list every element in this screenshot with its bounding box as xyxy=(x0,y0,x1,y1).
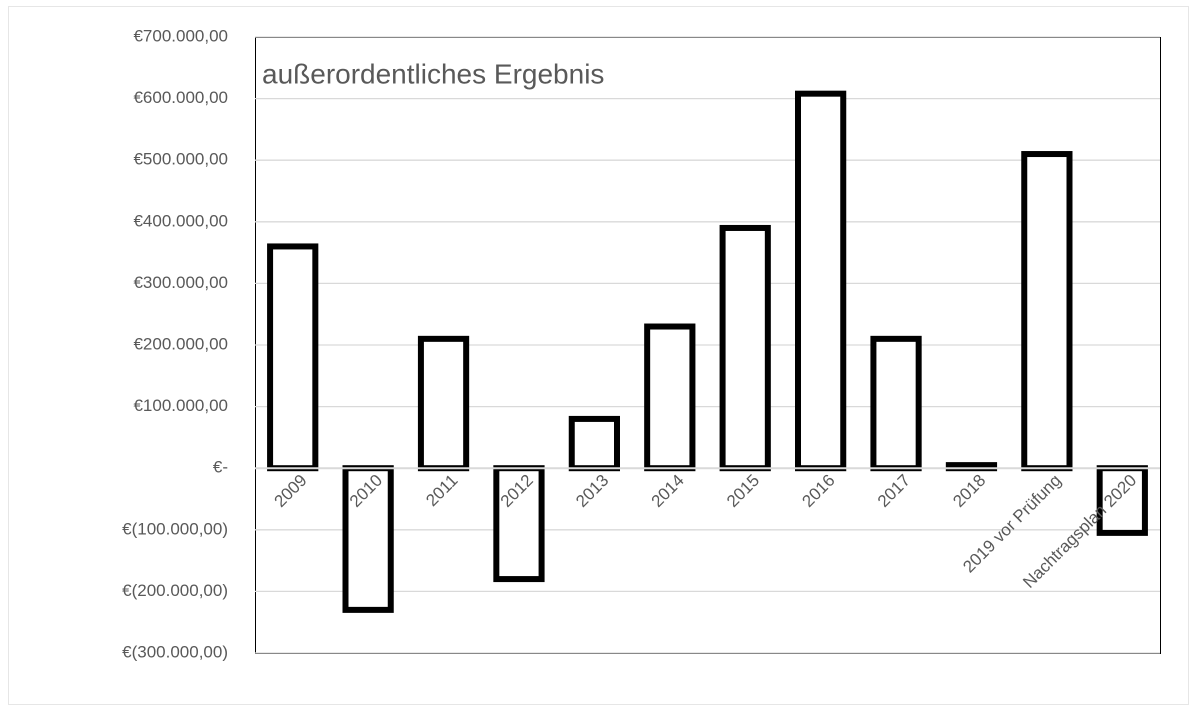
bar xyxy=(719,224,771,472)
y-tick-label: €- xyxy=(213,458,228,477)
y-tick-label: €100.000,00 xyxy=(133,396,228,415)
bar xyxy=(568,415,620,472)
chart-border xyxy=(8,6,1189,705)
chart-title: außerordentliches Ergebnis xyxy=(262,58,604,89)
y-tick-label: €(300.000,00) xyxy=(122,642,228,661)
y-tick-label: €700.000,00 xyxy=(133,26,228,45)
bar xyxy=(1096,465,1148,536)
bar xyxy=(417,335,470,472)
bar xyxy=(1021,151,1073,472)
y-tick-label: €(200.000,00) xyxy=(122,581,228,600)
y-tick-label: €600.000,00 xyxy=(133,88,228,107)
y-tick-label: €200.000,00 xyxy=(133,334,228,353)
y-tick-label: €400.000,00 xyxy=(133,211,228,230)
bar xyxy=(870,335,922,472)
bar xyxy=(267,243,319,472)
bar xyxy=(644,323,696,472)
y-tick-label: €(100.000,00) xyxy=(122,519,228,538)
bar xyxy=(795,90,847,472)
y-tick-label: €300.000,00 xyxy=(133,273,228,292)
y-tick-label: €500.000,00 xyxy=(133,150,228,169)
